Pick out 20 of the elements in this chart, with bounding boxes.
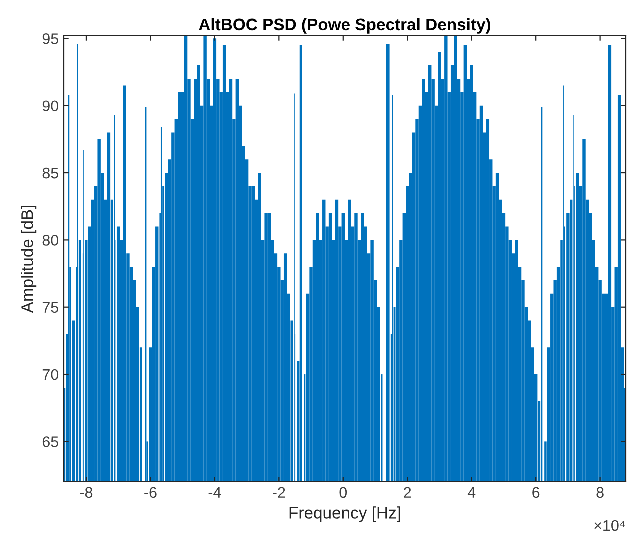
x-axis-title: Frequency [Hz] [290,506,400,522]
x-tick-label: -8 [80,487,93,498]
x-tick-label: -6 [144,487,157,498]
y-tick-label: 65 [42,436,58,448]
y-tick-label: 90 [42,100,59,112]
x-tick-label: -4 [208,487,222,498]
text: ×10⁴ [594,520,626,532]
y-tick-label: 75 [42,302,58,314]
x-tick-label: 4 [468,487,476,498]
y-tick-label: 85 [42,168,58,179]
y-tick-label: 70 [42,369,59,380]
x-tick-label: 6 [532,487,540,498]
x-tick-label: -2 [273,487,286,498]
y-axis-title: Amplitude [dB] [21,206,37,314]
x-tick-label: 8 [596,487,604,498]
y-tick-label: 95 [42,34,58,44]
x-tick-label: 0 [340,487,348,498]
chart-title: AltBOC PSD (Powe Spectral Density) [199,18,490,34]
y-tick-label: 80 [42,235,59,246]
x-tick-label: 2 [404,487,412,498]
